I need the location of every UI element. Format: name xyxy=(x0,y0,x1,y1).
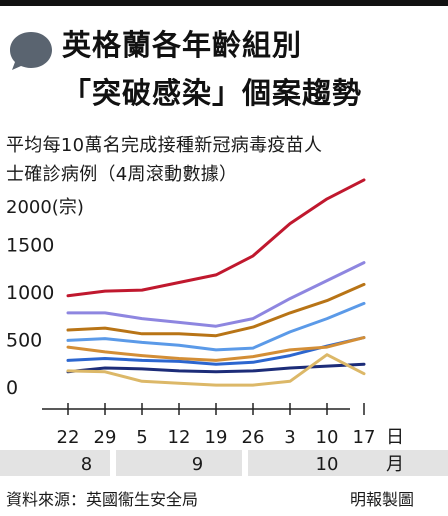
x-tick-label: 26 xyxy=(242,427,265,448)
month-band-october xyxy=(248,450,448,476)
chart-subtitle-line1: 平均每10萬名完成接種新冠病毒疫苗人 xyxy=(6,135,323,156)
month-unit-label: 月 xyxy=(386,454,404,475)
x-tick-label: 3 xyxy=(284,427,295,448)
x-tick-label: 5 xyxy=(136,427,147,448)
series-line xyxy=(66,261,366,328)
series-line xyxy=(66,178,366,298)
month-label: 10 xyxy=(316,454,339,475)
y-tick-label: 1500 xyxy=(6,235,54,257)
chart-subtitle-line2: 士確診病例（4周滾動數據） xyxy=(6,164,238,185)
y-tick-label: 500 xyxy=(6,330,42,352)
source-note: 資料來源：英國衞生安全局 xyxy=(6,490,199,509)
series-line xyxy=(66,353,366,387)
x-tick-label: 22 xyxy=(57,427,80,448)
series-line xyxy=(66,282,366,338)
series-line xyxy=(66,336,366,362)
y-tick-label: 1000 xyxy=(6,282,54,304)
x-tick-label: 10 xyxy=(316,427,339,448)
x-unit-label: 日 xyxy=(386,427,404,448)
month-label: 8 xyxy=(81,454,92,475)
chart-title-line2: 「突破感染」個案趨勢 xyxy=(62,76,363,110)
y-tick-label: 0 xyxy=(6,377,18,399)
month-band-august xyxy=(0,450,110,476)
x-tick-label: 19 xyxy=(205,427,228,448)
x-tick-label: 12 xyxy=(168,427,191,448)
x-tick-label: 29 xyxy=(94,427,117,448)
top-rule xyxy=(0,0,448,6)
month-band-september xyxy=(116,450,242,476)
y-axis-label: 2000(宗) xyxy=(6,197,84,218)
speech-bubble-icon xyxy=(10,32,52,70)
credit-note: 明報製圖 xyxy=(350,490,415,509)
month-label: 9 xyxy=(192,454,203,475)
chart-title-line1: 英格蘭各年齡組別 xyxy=(62,28,303,62)
series-line xyxy=(66,362,366,374)
series-line xyxy=(66,301,366,352)
x-tick-label: 17 xyxy=(353,427,376,448)
